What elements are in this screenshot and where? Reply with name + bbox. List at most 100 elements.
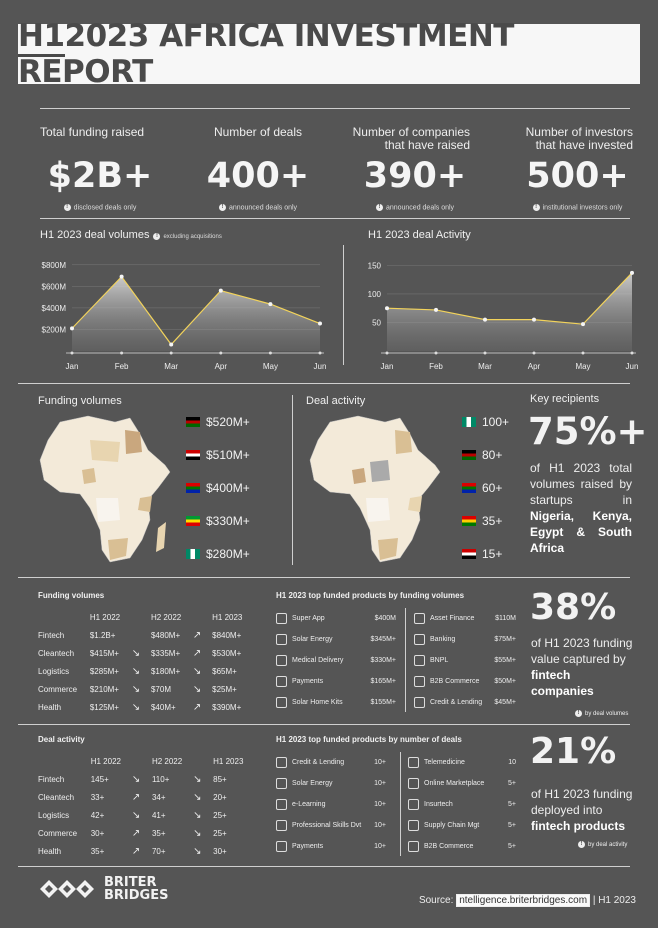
product-item: e-Learning 10+ xyxy=(276,794,386,815)
product-item: Professional Skills Dvt 10+ xyxy=(276,815,386,836)
stat-total-funding: Total funding raised xyxy=(40,125,145,139)
product-item: Supply Chain Mgt 5+ xyxy=(408,815,516,836)
legend-row: 60+ xyxy=(462,480,509,496)
table-header xyxy=(193,608,212,626)
product-icon xyxy=(408,841,419,852)
x-tick-dot xyxy=(630,351,634,355)
kenya-flag-icon xyxy=(186,417,200,427)
x-tick-label: Apr xyxy=(528,362,541,371)
table-header xyxy=(193,752,213,770)
divider xyxy=(400,752,401,856)
nigeria-flag-icon xyxy=(186,549,200,559)
table-cell: 20+ xyxy=(213,792,227,802)
table-cell: $70M xyxy=(150,684,171,694)
product-name: Solar Home Kits xyxy=(292,699,343,706)
info-icon: ! xyxy=(578,841,585,848)
south-africa-flag-icon xyxy=(186,483,200,493)
table-cell: $1.2B+ xyxy=(89,630,116,640)
stat-investors-value: 500+ ! institutional investors only xyxy=(526,156,629,212)
data-point xyxy=(70,326,74,331)
table-header xyxy=(132,752,152,770)
legend-row: $280M+ xyxy=(186,546,250,562)
product-item: Solar Home Kits $155M+ xyxy=(276,692,396,713)
table-cell: $40M+ xyxy=(150,702,176,712)
trend-arrow-icon: ↘ xyxy=(192,683,202,695)
product-item: B2B Commerce 5+ xyxy=(408,836,516,857)
series-line xyxy=(71,275,321,346)
deal-table-title: Deal activity xyxy=(38,735,85,744)
key-recipients-title: Key recipients xyxy=(530,393,600,405)
product-item: Payments $165M+ xyxy=(276,671,396,692)
table-cell: 25+ xyxy=(213,828,227,838)
table-cell: $210M+ xyxy=(89,684,119,694)
product-value: 10+ xyxy=(374,759,386,766)
product-name: Payments xyxy=(292,678,324,685)
y-tick-label: 50 xyxy=(372,318,381,327)
product-name: Banking xyxy=(430,636,456,643)
product-icon xyxy=(408,778,419,789)
x-tick-label: May xyxy=(575,362,590,371)
key-recipients-text: of H1 2023 total volumes raised by start… xyxy=(530,461,632,555)
legend-row: 80+ xyxy=(462,447,509,463)
source-link[interactable]: ntelligence.briterbridges.com xyxy=(456,894,591,907)
product-item: B2B Commerce $50M+ xyxy=(414,671,516,692)
area-fill xyxy=(72,276,320,351)
trend-arrow-icon: ↘ xyxy=(193,809,202,821)
fintech-products-value: 21% xyxy=(530,731,617,772)
area-fill xyxy=(387,272,632,351)
product-icon xyxy=(414,655,425,666)
data-point xyxy=(434,307,438,312)
product-icon xyxy=(276,634,287,645)
row-label: Logistics xyxy=(38,810,70,820)
table-cell: $65M+ xyxy=(212,666,237,676)
product-name: Solar Energy xyxy=(292,636,333,643)
product-name: Payments xyxy=(292,843,324,850)
y-tick-label: $200M xyxy=(42,325,67,334)
table-cell: 35+ xyxy=(151,828,166,838)
table-cell: $840M+ xyxy=(212,630,242,640)
product-name: e-Learning xyxy=(292,801,326,808)
x-tick-dot xyxy=(169,351,173,355)
product-icon xyxy=(276,697,287,708)
x-tick-dot xyxy=(532,351,536,355)
x-tick-dot xyxy=(318,351,322,355)
x-tick-label: Mar xyxy=(478,362,492,371)
table-row: Fintech 145+ ↘ 110+ ↘ 85+ xyxy=(38,770,250,788)
legend-row: 15+ xyxy=(462,546,509,562)
stat-companies: Number of companies that have raised xyxy=(352,125,470,152)
top-funded-title: H1 2023 top funded products by funding v… xyxy=(276,591,465,600)
y-tick-label: $800M xyxy=(42,261,67,270)
fintech-share-note: ! by deal volumes xyxy=(575,710,628,717)
activity-map-title: Deal activity xyxy=(306,395,366,407)
row-label: Commerce xyxy=(38,684,78,694)
product-icon xyxy=(414,634,425,645)
activity-map-legend: 100+ 80+ 60+ 35+ 15+ xyxy=(462,414,509,562)
x-tick-label: Apr xyxy=(215,362,228,371)
product-value: 10 xyxy=(508,759,516,766)
divider xyxy=(343,245,344,365)
table-row: Logistics $285M+ ↘ $180M+ ↘ $65M+ xyxy=(38,662,250,680)
x-tick-label: Jun xyxy=(626,362,639,371)
trend-arrow-icon: ↘ xyxy=(131,683,141,695)
data-point xyxy=(630,270,634,275)
divider xyxy=(40,108,630,109)
table-header: H2 2022 xyxy=(151,756,183,766)
product-name: BNPL xyxy=(430,657,449,664)
info-icon: ! xyxy=(63,204,71,211)
trend-arrow-icon: ↗ xyxy=(192,647,202,659)
info-icon: ! xyxy=(532,204,540,211)
table-cell: $415M+ xyxy=(89,648,119,658)
row-label: Cleantech xyxy=(38,792,75,802)
table-cell: $285M+ xyxy=(89,666,119,676)
table-header: H2 2022 xyxy=(150,612,182,622)
y-tick-label: 150 xyxy=(368,261,382,270)
product-name: Medical Delivery xyxy=(292,657,344,664)
kenya-flag-icon xyxy=(462,450,476,460)
data-point xyxy=(483,317,487,322)
stat-total-funding-value: $2B+ ! disclosed deals only xyxy=(47,156,153,212)
table-header: H1 2023 xyxy=(213,756,244,766)
table-cell: 33+ xyxy=(90,792,105,802)
product-icon xyxy=(408,757,419,768)
deal-activity-table: H1 2022 H2 2022 H1 2023 Fintech 145+ ↘ 110+ ↘ 85… xyxy=(38,752,250,860)
product-value: $45M+ xyxy=(494,699,516,706)
